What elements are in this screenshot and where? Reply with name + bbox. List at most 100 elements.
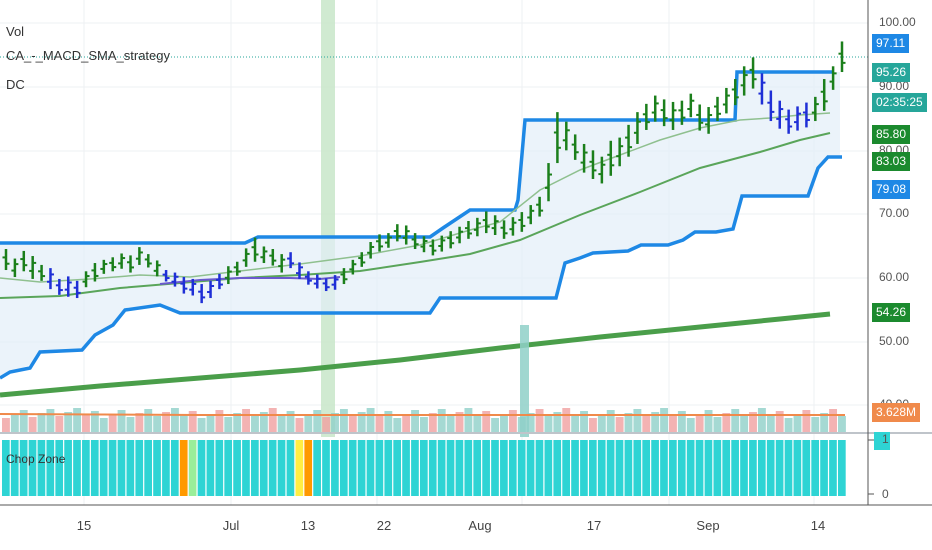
volume-bar [411, 410, 419, 432]
chop-zone-bar [331, 440, 339, 496]
volume-bar [286, 411, 295, 432]
ohlc-bar [109, 257, 117, 272]
ohlc-bar [313, 274, 321, 289]
ohlc-bar [278, 254, 286, 273]
legend-volume[interactable]: Vol [6, 24, 25, 39]
ohlc-bar [171, 272, 179, 287]
volume-bar [838, 416, 846, 432]
ohlc-bar [713, 96, 721, 122]
volume-bar [802, 410, 811, 432]
volume-bar [215, 410, 224, 432]
volume-bar [562, 408, 571, 432]
volume-bar [375, 415, 384, 432]
chop-zone-bar [446, 440, 455, 496]
ohlc-bar [55, 278, 63, 295]
ohlc-bar [82, 271, 90, 288]
chop-zone-bar [277, 440, 286, 496]
volume-bar [393, 418, 402, 432]
chop-zone-bar [749, 440, 757, 496]
volume-bar [615, 417, 624, 432]
ohlc-bar [811, 96, 819, 122]
ohlc-bar [73, 280, 81, 299]
volume-bar [482, 411, 491, 432]
chop-zone-bar [10, 440, 19, 496]
volume-bar [660, 408, 669, 432]
volume-bar [766, 415, 775, 432]
chop-zone-bar [251, 440, 259, 496]
ohlc-bar [438, 235, 446, 252]
volume-bar [197, 418, 206, 432]
price-tick: 100.00 [879, 15, 916, 29]
volume-bar [224, 417, 233, 432]
volume-bar [126, 417, 135, 432]
chop-zone-bar [55, 440, 64, 496]
ohlc-bar [767, 90, 775, 122]
chop-zone-bar [99, 440, 108, 496]
chop-zone-title[interactable]: Chop Zone [6, 452, 66, 466]
ohlc-bar [118, 253, 126, 269]
legend-donchian[interactable]: DC [6, 77, 25, 92]
volume-bar [455, 412, 464, 432]
volume-bar [553, 412, 562, 432]
chop-zone-bar [259, 440, 268, 496]
ohlc-bar [135, 247, 143, 265]
volume-bar [313, 410, 322, 432]
legend-strategy[interactable]: CA_-_MACD_SMA_strategy [6, 48, 170, 63]
ohlc-bar [473, 217, 481, 237]
date-label: 14 [810, 518, 826, 533]
ohlc-bar [180, 277, 188, 294]
ohlc-bar [91, 263, 99, 282]
ohlc-bar [785, 109, 793, 134]
ohlc-bar [269, 249, 277, 266]
chop-zone-bar [580, 440, 588, 496]
chop-zone-bar [215, 440, 224, 496]
volume-bar [633, 409, 642, 432]
volume-bar [108, 414, 117, 432]
volume-bar [162, 412, 170, 432]
chop-zone-bar [500, 440, 508, 496]
chop-zone-bar [2, 440, 10, 496]
ohlc-bar [509, 217, 517, 236]
ohlc-bar [482, 211, 490, 234]
chop-zone-bar [535, 440, 544, 496]
date-label: Jul [222, 518, 240, 533]
chop-zone-bar [677, 440, 686, 496]
chop-zone-bar [838, 440, 846, 496]
volume-ma-line [0, 413, 845, 416]
chop-zone-bar [491, 440, 499, 496]
ohlc-bar [562, 121, 570, 151]
ohlc-bar [384, 233, 392, 248]
volume-bar [437, 409, 446, 432]
chop-zone-bar [455, 440, 464, 496]
volume-bar [90, 411, 99, 432]
ohlc-bar [207, 280, 215, 299]
volume-bar [713, 417, 722, 432]
ohlc-bar [705, 107, 713, 134]
chop-zone-bar [37, 440, 46, 496]
chop-zone-bar [313, 440, 321, 496]
ohlc-bar [820, 79, 828, 111]
volume-bar [624, 413, 633, 432]
ohlc-bar [251, 237, 259, 262]
chop-zone-bar [64, 440, 72, 496]
chop-zone-bar [384, 440, 393, 496]
ohlc-bar [607, 140, 615, 176]
chop-zone-bar [224, 440, 233, 496]
chop-zone-bar [366, 440, 375, 496]
volume-bar [206, 414, 215, 432]
chop-zone-bar [793, 440, 802, 496]
volume-bar [749, 412, 757, 432]
ohlc-bar [46, 268, 54, 290]
ohlc-bar [696, 104, 704, 131]
ohlc-bar [651, 95, 659, 122]
date-label: 17 [586, 518, 602, 533]
ohlc-bar [420, 236, 428, 253]
volume-bar [242, 409, 251, 432]
chop-zone-bar [46, 440, 55, 496]
volume-bar [82, 415, 90, 432]
ohlc-bar [518, 212, 526, 232]
ohlc-bar [304, 271, 312, 285]
ohlc-bar [224, 266, 232, 285]
volume-bar [99, 418, 108, 432]
